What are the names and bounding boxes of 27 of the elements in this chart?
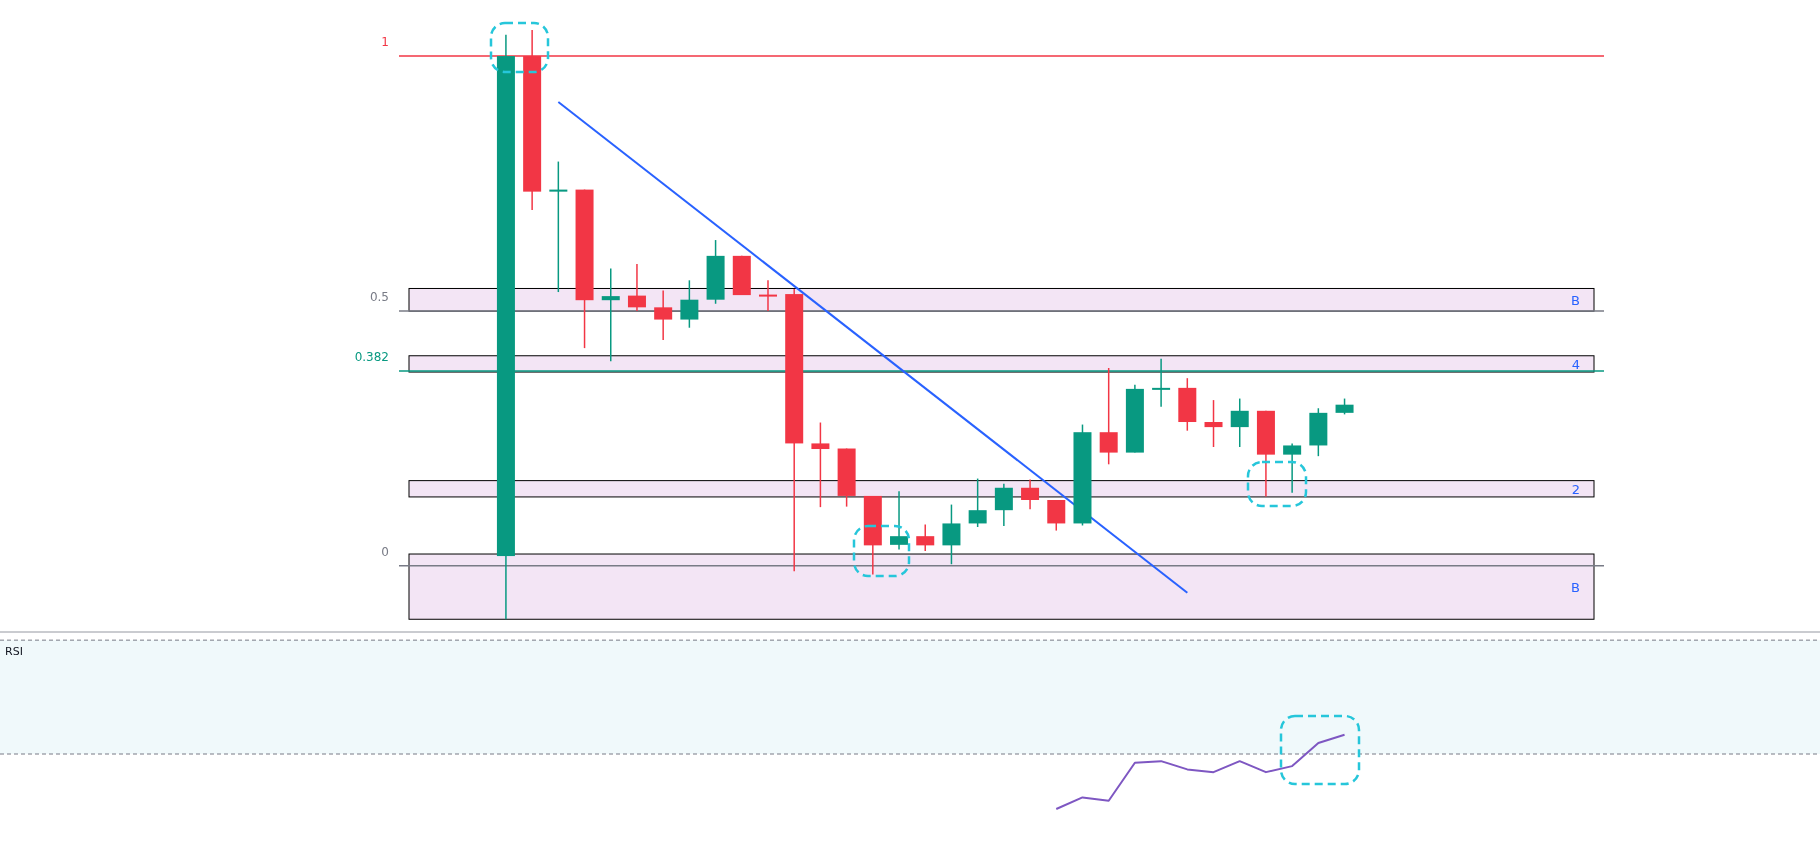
candlestick: [549, 160, 568, 293]
band-label: 2: [1571, 481, 1580, 497]
text: RSI: [5, 645, 23, 658]
candlestick: [680, 279, 699, 329]
band-label: B: [1571, 579, 1580, 595]
ref-line-label: 0.382: [354, 350, 389, 365]
candlestick: [654, 289, 673, 341]
candlestick: [916, 523, 935, 552]
candlestick: [627, 263, 646, 312]
candlestick: [890, 490, 909, 551]
ref-line-label: 0: [381, 544, 389, 559]
ref-line-label: 0.5: [369, 289, 389, 304]
candlestick: [994, 482, 1013, 527]
candlestick: [1099, 367, 1118, 466]
candlestick: [1047, 499, 1066, 532]
candlestick: [1283, 442, 1302, 494]
ref-line-label: 1: [381, 35, 389, 50]
candlestick: [811, 421, 830, 508]
band-label: B: [1571, 292, 1580, 308]
candlestick: [759, 279, 777, 312]
candlestick: [601, 267, 620, 363]
candlestick: [942, 503, 961, 565]
candlestick: [1204, 399, 1223, 448]
band-label: 4: [1571, 356, 1580, 372]
candlestick: [968, 477, 987, 528]
candlestick: [1021, 478, 1040, 510]
candlestick: [1230, 397, 1249, 448]
